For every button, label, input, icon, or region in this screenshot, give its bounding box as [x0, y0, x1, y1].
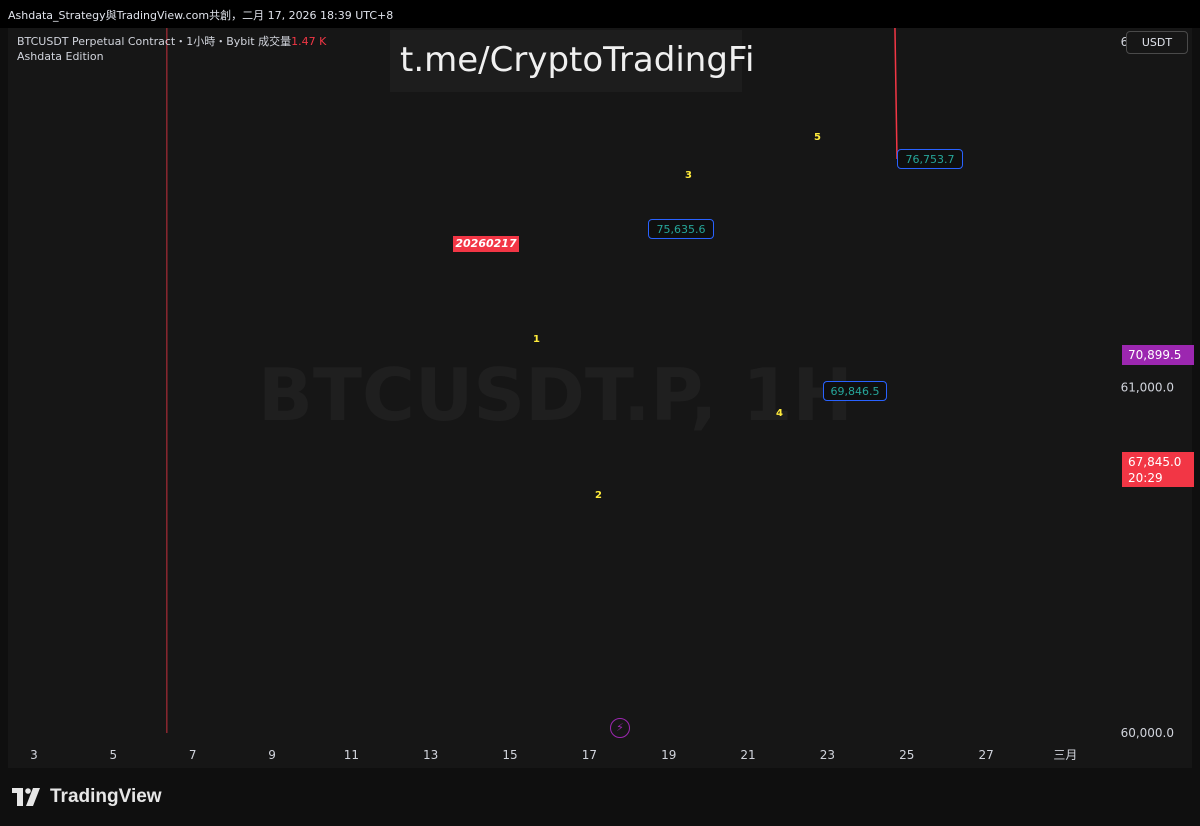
x-tick-label: 23 — [820, 748, 835, 762]
x-tick-label: 9 — [268, 748, 276, 762]
last-price-value: 67,845.0 — [1128, 455, 1182, 469]
price-chart[interactable]: 79,000.078,000.077,000.076,000.075,000.0… — [8, 28, 1192, 768]
wave-label-3: 3 — [685, 170, 692, 181]
watermark-text: t.me/CryptoTradingFi — [400, 40, 755, 80]
wave-label-4: 4 — [776, 408, 783, 419]
x-tick-label: 三月 — [1053, 748, 1077, 762]
x-tick-label: 5 — [110, 748, 118, 762]
x-tick-label: 19 — [661, 748, 676, 762]
x-tick-label: 27 — [978, 748, 993, 762]
volume-label: 成交量 — [258, 35, 292, 48]
tradingview-logo-icon — [12, 788, 40, 806]
y-tick-label: 60,000.0 — [1121, 726, 1174, 740]
watermark-background — [390, 30, 742, 92]
x-tick-label: 15 — [502, 748, 517, 762]
x-tick-label: 11 — [344, 748, 359, 762]
x-tick-label: 17 — [582, 748, 597, 762]
tradingview-brand: TradingView — [50, 786, 162, 807]
indicator-edition[interactable]: Ashdata Edition — [17, 50, 104, 63]
target-5-connector — [894, 28, 898, 160]
currency-button[interactable]: USDT — [1126, 31, 1188, 54]
wave-label-5: 5 — [814, 132, 821, 143]
x-tick-label: 25 — [899, 748, 914, 762]
target-4-label[interactable]: 69,846.5 — [823, 381, 887, 401]
footer — [0, 770, 1200, 826]
x-tick-label: 13 — [423, 748, 438, 762]
symbol-legend[interactable]: BTCUSDT Perpetual Contract・1小時・Bybit 成交量… — [17, 33, 326, 49]
x-tick-label: 7 — [189, 748, 197, 762]
level-price-tag: 70,899.5 — [1122, 345, 1194, 365]
target-5-label[interactable]: 76,753.7 — [897, 149, 963, 169]
y-tick-label: 61,000.0 — [1121, 380, 1174, 394]
x-tick-label: 21 — [740, 748, 755, 762]
chart-title: Ashdata_Strategy與TradingView.com共創，二月 17… — [8, 9, 394, 22]
bar-countdown: 20:29 — [1128, 471, 1163, 485]
lightning-icon[interactable]: ⚡ — [610, 718, 630, 738]
chart-area[interactable]: 79,000.078,000.077,000.076,000.075,000.0… — [8, 28, 1192, 768]
target-3-label[interactable]: 75,635.6 — [648, 219, 714, 239]
x-tick-label: 3 — [30, 748, 38, 762]
title-bar: Ashdata_Strategy與TradingView.com共創，二月 17… — [0, 0, 1200, 28]
wave-label-2: 2 — [595, 490, 602, 501]
symbol-watermark: BTCUSDT.P, 1H — [258, 353, 853, 437]
date-annotation[interactable]: 20260217 — [453, 236, 519, 252]
symbol-name: BTCUSDT Perpetual Contract・1小時・Bybit — [17, 35, 255, 48]
last-price-tag: 67,845.0 20:29 — [1122, 452, 1194, 487]
volume-value: 1.47 K — [291, 35, 327, 48]
wave-label-1: 1 — [533, 334, 540, 345]
tradingview-logo[interactable]: TradingView — [12, 786, 162, 808]
price-axis-bg — [1122, 28, 1192, 768]
